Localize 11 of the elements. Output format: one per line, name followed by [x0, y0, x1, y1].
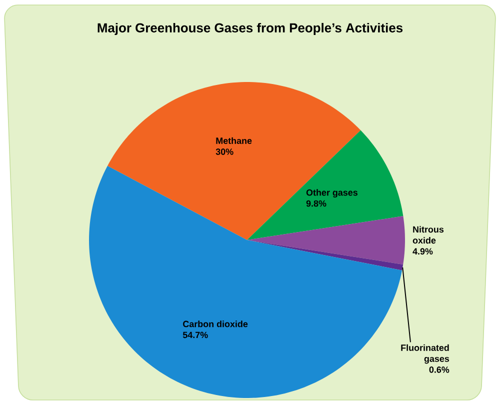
slice-label: Other gases [306, 189, 358, 198]
slice-label: Fluorinated gases [401, 344, 450, 364]
slice-label: Nitrous oxide [412, 226, 444, 244]
chart-title: Major Greenhouse Gases from People’s Activities [98, 22, 403, 36]
data-label: 9.8% [306, 200, 326, 207]
data-label: 4.9% [412, 248, 433, 255]
data-label: 0.6% [429, 366, 450, 373]
data-label: 30% [216, 148, 234, 155]
data-label: 54.7% [182, 332, 208, 338]
slice-label: Methane [216, 137, 252, 144]
slice-label: Carbon dioxide [183, 320, 248, 328]
